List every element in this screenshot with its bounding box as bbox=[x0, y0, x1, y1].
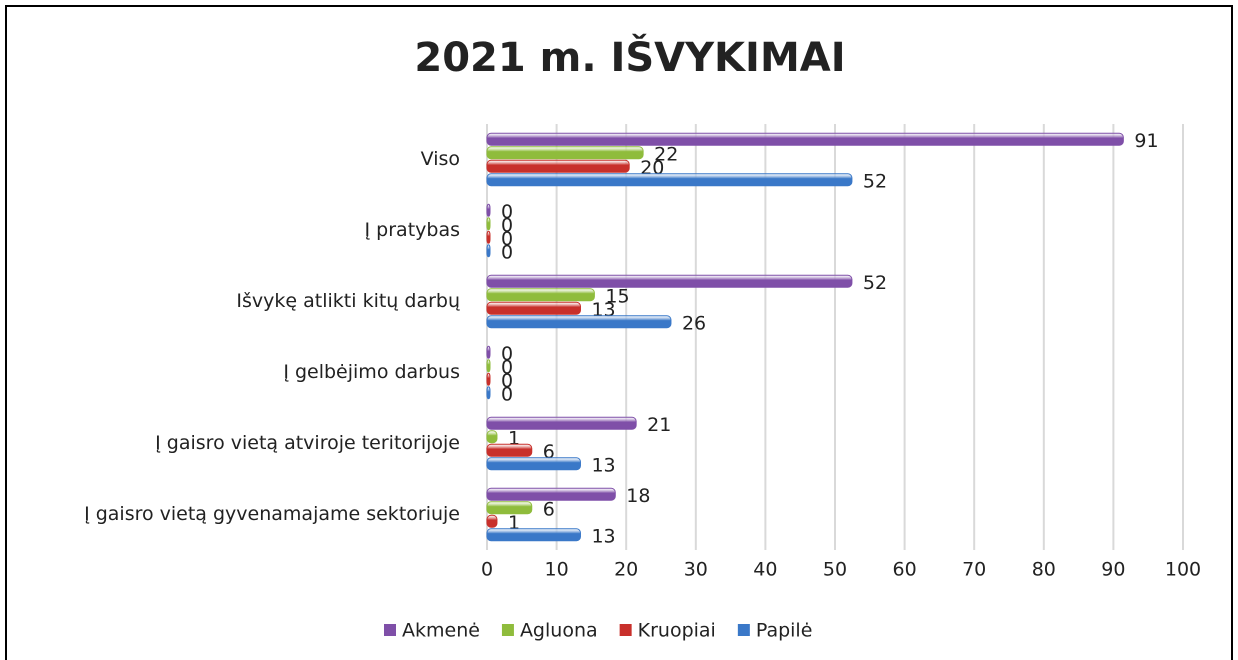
x-tick-label: 30 bbox=[684, 559, 708, 581]
data-label: 26 bbox=[682, 312, 706, 334]
legend-label: Akmenė bbox=[402, 620, 480, 642]
data-label: 22 bbox=[654, 143, 678, 165]
y-tick-label: Į gaisro vietą gyvenamajame sektoriuje bbox=[84, 503, 460, 525]
legend-swatch bbox=[384, 624, 396, 636]
x-tick-label: 50 bbox=[823, 559, 847, 581]
bar bbox=[486, 345, 491, 359]
bar bbox=[486, 230, 491, 244]
y-tick-label: Į pratybas bbox=[365, 219, 460, 241]
legend-label: Kruopiai bbox=[638, 620, 716, 642]
y-tick-label: Į gelbėjimo darbus bbox=[283, 361, 460, 383]
bar bbox=[486, 132, 1124, 146]
bar bbox=[486, 501, 533, 515]
x-tick-label: 10 bbox=[545, 559, 569, 581]
data-label: 0 bbox=[501, 241, 513, 263]
bar bbox=[486, 359, 491, 373]
bar bbox=[486, 244, 491, 258]
x-tick-label: 80 bbox=[1032, 559, 1056, 581]
data-label: 15 bbox=[605, 285, 629, 307]
legend-label: Agluona bbox=[520, 620, 598, 642]
data-label: 21 bbox=[647, 414, 671, 436]
bar bbox=[486, 146, 644, 160]
bar bbox=[486, 457, 581, 471]
frame bbox=[5, 5, 1233, 660]
data-label: 0 bbox=[501, 343, 513, 365]
data-label: 18 bbox=[626, 485, 650, 507]
bar bbox=[486, 173, 853, 187]
data-label: 52 bbox=[863, 272, 887, 294]
data-label: 91 bbox=[1134, 130, 1158, 152]
bar bbox=[486, 159, 630, 173]
x-tick-label: 20 bbox=[614, 559, 638, 581]
x-tick-label: 70 bbox=[962, 559, 986, 581]
data-label: 0 bbox=[501, 356, 513, 378]
bar bbox=[486, 487, 616, 501]
bar bbox=[486, 315, 672, 329]
data-label: 6 bbox=[543, 498, 555, 520]
legend-swatch bbox=[619, 624, 632, 636]
x-tick-label: 0 bbox=[481, 559, 493, 581]
data-label: 13 bbox=[591, 454, 615, 476]
bar bbox=[486, 514, 498, 528]
y-tick-label: Išvykę atlikti kitų darbų bbox=[236, 290, 460, 312]
data-label: 0 bbox=[501, 228, 513, 250]
bar bbox=[486, 301, 581, 315]
x-tick-label: 90 bbox=[1101, 559, 1125, 581]
x-tick-label: 60 bbox=[893, 559, 917, 581]
legend-label: Papilė bbox=[756, 620, 813, 642]
data-label: 0 bbox=[501, 214, 513, 236]
bar bbox=[486, 217, 491, 231]
bar bbox=[486, 528, 581, 542]
y-tick-label: Į gaisro vietą atviroje teritorijoje bbox=[155, 432, 460, 454]
data-label: 13 bbox=[591, 525, 615, 547]
bar bbox=[486, 288, 595, 302]
data-label: 0 bbox=[501, 370, 513, 392]
legend-swatch bbox=[501, 624, 514, 636]
legend-swatch bbox=[737, 624, 750, 636]
bar bbox=[486, 372, 491, 386]
x-tick-label: 40 bbox=[753, 559, 777, 581]
data-label: 0 bbox=[501, 201, 513, 223]
y-tick-label: Viso bbox=[421, 148, 460, 170]
x-tick-label: 100 bbox=[1165, 559, 1201, 581]
bar bbox=[486, 430, 498, 444]
bar bbox=[486, 443, 533, 457]
bar bbox=[486, 416, 637, 430]
data-label: 52 bbox=[863, 170, 887, 192]
bar bbox=[486, 386, 491, 400]
data-label: 0 bbox=[501, 383, 513, 405]
chart-title: 2021 m. IŠVYKIMAI bbox=[414, 33, 845, 81]
bar bbox=[486, 274, 853, 288]
bar bbox=[486, 203, 491, 217]
